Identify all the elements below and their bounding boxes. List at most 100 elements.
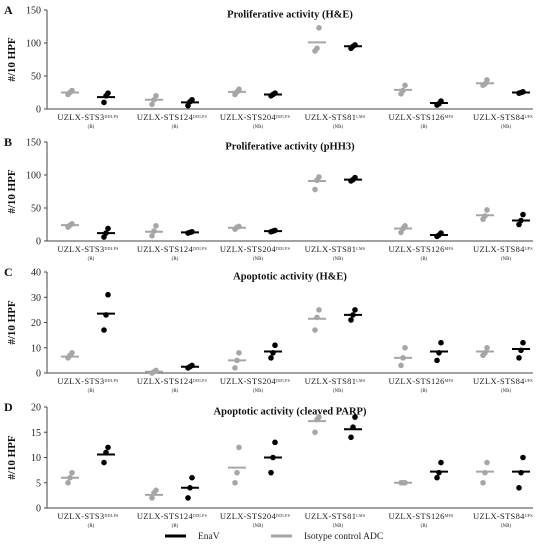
category-response: (R)	[421, 257, 428, 262]
data-point	[348, 434, 354, 441]
data-point	[316, 174, 322, 180]
data-point	[484, 344, 490, 351]
y-tick-label: 20	[31, 318, 41, 329]
category-subtype: LMS	[356, 513, 365, 518]
data-point	[236, 350, 242, 356]
data-point	[105, 90, 111, 96]
data-point	[402, 223, 408, 229]
y-tick-label: 5	[36, 478, 41, 489]
y-tick-label: 30	[31, 293, 41, 304]
y-tick-label: 150	[26, 6, 41, 17]
category-response: (R)	[172, 389, 179, 394]
category-label: UZLX-STS81LMS	[305, 112, 366, 122]
category-label: UZLX-STS3DDLPS	[57, 376, 118, 386]
category-label: UZLX-STS126MFS	[388, 511, 453, 521]
category-response: (NR)	[253, 257, 264, 262]
category-response: (R)	[88, 257, 95, 262]
data-point	[101, 327, 107, 333]
category-response: (NR)	[253, 125, 264, 130]
data-point	[185, 495, 191, 501]
data-point	[105, 291, 111, 298]
category-label: UZLX-STS124DDLPS	[137, 376, 207, 386]
category-response: (NR)	[501, 389, 512, 394]
y-tick-label: 0	[36, 105, 41, 116]
category-subtype: DDLPS	[193, 378, 207, 383]
category-label: UZLX-STS204DDLPS	[220, 112, 290, 122]
data-point	[520, 211, 526, 218]
data-point	[101, 459, 107, 466]
category-label: UZLX-STS84UPS	[473, 511, 533, 521]
category-label: UZLX-STS126MFS	[388, 244, 453, 254]
category-response: (NR)	[501, 125, 512, 130]
category-response: (NR)	[333, 389, 344, 394]
data-point	[105, 225, 111, 232]
data-point	[268, 469, 274, 476]
data-point	[149, 495, 155, 501]
data-point	[312, 429, 318, 436]
data-point	[232, 479, 238, 486]
data-point	[149, 101, 155, 108]
data-point	[314, 45, 320, 52]
category-response: (R)	[421, 389, 428, 394]
data-point	[484, 207, 490, 213]
category-subtype: DDLPS	[193, 114, 207, 119]
data-point	[236, 444, 242, 451]
y-tick-label: 50	[31, 204, 41, 215]
category-label: UZLX-STS124DDLPS	[137, 511, 207, 521]
category-response: (R)	[172, 125, 179, 130]
category-subtype: DDLPS	[104, 246, 118, 251]
category-label: UZLX-STS3DDLPS	[57, 112, 118, 122]
data-point	[434, 357, 440, 364]
category-label: UZLX-STS204DDLPS	[220, 511, 290, 521]
y-tick-label: 20	[31, 403, 41, 414]
category-label: UZLX-STS3DDLPS	[57, 511, 118, 521]
panel-letter: D	[4, 400, 13, 414]
category-subtype: MFS	[445, 114, 454, 119]
category-subtype: DDLPS	[104, 378, 118, 383]
y-axis-label: #/10 HPF	[6, 169, 18, 214]
y-tick-label: 10	[31, 343, 41, 354]
y-tick-label: 0	[36, 237, 41, 248]
category-subtype: MFS	[445, 513, 454, 518]
data-point	[402, 82, 408, 89]
data-point	[268, 355, 274, 361]
data-point	[398, 362, 404, 369]
data-point	[312, 186, 318, 193]
legend-label-isotype: Isotype control ADC	[304, 532, 383, 542]
category-subtype: MFS	[445, 246, 454, 251]
category-response: (R)	[421, 125, 428, 130]
category-response: (R)	[421, 524, 428, 529]
panel-b: B Proliferative activity (pHH3) #/10 HPF 0 5…	[4, 135, 533, 262]
y-tick-label: 100	[26, 171, 41, 182]
category-subtype: UPS	[525, 513, 533, 518]
category-label: UZLX-STS81LMS	[305, 511, 366, 521]
data-point	[69, 350, 75, 356]
data-point	[520, 339, 526, 346]
data-point	[480, 479, 486, 486]
category-response: (NR)	[501, 257, 512, 262]
y-axis-label: #/10 HPF	[6, 37, 18, 82]
panel-letter: C	[4, 265, 13, 279]
data-point	[272, 439, 278, 446]
category-label: UZLX-STS126MFS	[388, 376, 453, 386]
data-point	[316, 25, 322, 31]
category-label: UZLX-STS204DDLPS	[220, 244, 290, 254]
panel-letter: B	[4, 135, 12, 149]
legend-label-enav: EnaV	[198, 532, 220, 542]
panel-title: Apoptotic activity (H&E)	[233, 271, 347, 282]
data-point	[402, 344, 408, 351]
category-label: UZLX-STS204DDLPS	[220, 376, 290, 386]
y-tick-label: 100	[26, 39, 41, 50]
data-point	[352, 307, 358, 313]
category-label: UZLX-STS81LMS	[305, 244, 366, 254]
category-response: (R)	[172, 257, 179, 262]
panel-title: Proliferative activity (pHH3)	[225, 141, 355, 152]
category-response: (NR)	[333, 125, 344, 130]
data-point	[352, 414, 358, 420]
y-tick-label: 15	[31, 428, 41, 439]
data-point	[438, 339, 444, 346]
y-tick-label: 150	[26, 138, 41, 149]
y-tick-label: 0	[36, 504, 41, 515]
category-response: (NR)	[253, 524, 264, 529]
